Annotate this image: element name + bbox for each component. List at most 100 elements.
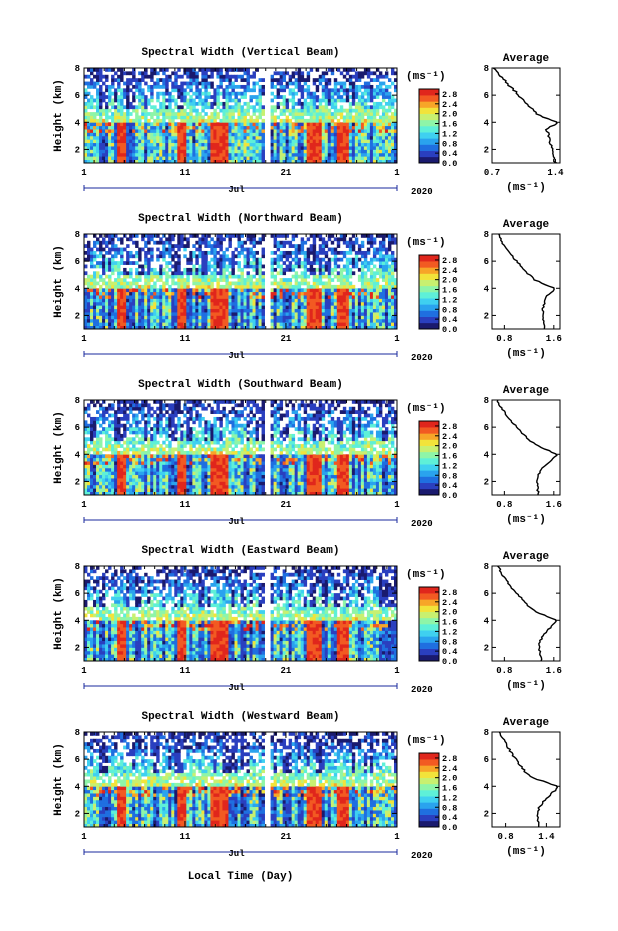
heatmap-cell xyxy=(285,115,290,120)
heatmap-cell xyxy=(312,250,317,255)
heatmap-cell xyxy=(249,125,253,130)
heatmap-cell xyxy=(156,108,160,113)
heatmap-cell xyxy=(114,291,118,296)
heatmap-cell xyxy=(354,240,359,245)
heatmap-cell xyxy=(93,234,97,238)
heatmap-cell xyxy=(114,95,118,99)
heatmap-cell xyxy=(168,325,172,330)
heatmap-cell xyxy=(354,152,359,157)
heatmap-cell xyxy=(159,267,163,272)
heatmap-cell xyxy=(354,257,359,262)
heatmap-cell xyxy=(126,237,130,242)
heatmap-cell xyxy=(237,234,241,238)
heatmap-cell xyxy=(381,142,386,147)
heatmap-cell xyxy=(375,112,380,116)
heatmap-cell xyxy=(240,142,244,147)
heatmap-cell xyxy=(189,318,193,323)
heatmap-cell xyxy=(177,234,181,238)
heatmap-cell xyxy=(303,108,308,113)
heatmap-cell xyxy=(126,322,130,326)
heatmap-cell xyxy=(105,95,109,99)
heatmap-cell xyxy=(135,112,139,116)
heatmap-cell xyxy=(327,159,332,164)
heatmap-cell xyxy=(180,125,184,130)
heatmap-cell xyxy=(201,71,205,76)
heatmap-cell xyxy=(114,105,118,110)
heatmap-cell xyxy=(144,264,148,269)
heatmap-cell xyxy=(165,247,169,252)
heatmap-cell xyxy=(180,281,184,286)
heatmap-cell xyxy=(240,250,244,255)
heatmap-cell xyxy=(165,125,169,130)
heatmap-cell xyxy=(363,274,368,279)
heatmap-cell xyxy=(324,318,329,323)
heatmap-cell xyxy=(345,318,350,323)
heatmap-cell xyxy=(93,81,97,86)
heatmap-cell xyxy=(255,129,259,133)
heatmap-cell xyxy=(246,135,250,140)
heatmap-cell xyxy=(348,101,353,106)
heatmap-cell xyxy=(147,284,151,289)
heatmap-cell xyxy=(159,295,163,299)
heatmap-cell xyxy=(333,295,338,299)
heatmap-cell xyxy=(168,139,172,144)
heatmap-cell xyxy=(117,68,121,72)
heatmap-cell xyxy=(327,261,332,265)
heatmap-cell xyxy=(150,301,154,306)
heatmap-cell xyxy=(192,322,196,326)
heatmap-cell xyxy=(219,234,223,238)
heatmap-cell xyxy=(204,68,208,72)
heatmap-cell xyxy=(147,247,151,252)
heatmap-cell xyxy=(246,250,250,255)
heatmap-cell xyxy=(195,284,199,289)
heatmap-cell xyxy=(291,322,296,326)
heatmap-cell xyxy=(324,146,329,150)
heatmap-cell xyxy=(168,274,172,279)
heatmap-cell xyxy=(294,244,299,248)
heatmap-cell xyxy=(309,122,314,127)
heatmap-cell xyxy=(102,301,106,306)
heatmap-cell xyxy=(201,325,205,330)
heatmap-cell xyxy=(201,108,205,113)
heatmap-cell xyxy=(288,281,293,286)
heatmap-cell xyxy=(285,71,290,76)
average-y-tick-label: 2 xyxy=(484,311,489,321)
heatmap-cell xyxy=(84,234,88,238)
heatmap-cell xyxy=(147,88,151,93)
heatmap-cell xyxy=(153,288,157,293)
heatmap-cell xyxy=(387,115,392,120)
heatmap-cell xyxy=(288,152,293,157)
heatmap-cell xyxy=(282,88,287,93)
heatmap-cell xyxy=(393,261,398,265)
heatmap-cell xyxy=(114,88,118,93)
heatmap-cell xyxy=(357,115,362,120)
heatmap-cell xyxy=(339,108,344,113)
heatmap-cell xyxy=(141,91,145,96)
heatmap-cell xyxy=(237,308,241,313)
heatmap-cell xyxy=(84,135,88,140)
heatmap-cell xyxy=(132,281,136,286)
heatmap-cell xyxy=(189,122,193,127)
heatmap-cell xyxy=(351,298,356,303)
heatmap-cell xyxy=(378,298,383,303)
heatmap-cell xyxy=(150,156,154,160)
heatmap-cell xyxy=(363,125,368,130)
heatmap-cell xyxy=(201,234,205,238)
heatmap-cell xyxy=(189,101,193,106)
heatmap-cell xyxy=(141,98,145,103)
heatmap-cell xyxy=(309,152,314,157)
heatmap-cell xyxy=(120,325,124,330)
heatmap-cell xyxy=(231,146,235,150)
heatmap-cell xyxy=(189,295,193,299)
heatmap-cell xyxy=(135,295,139,299)
heatmap-cell xyxy=(231,129,235,133)
heatmap-cell xyxy=(258,288,262,293)
heatmap-cell xyxy=(282,291,287,296)
heatmap-cell xyxy=(246,288,250,293)
heatmap-cell xyxy=(204,84,208,89)
heatmap-cell xyxy=(336,112,341,116)
heatmap-cell xyxy=(306,146,311,150)
heatmap-cell xyxy=(207,142,211,147)
heatmap-cell xyxy=(243,284,247,289)
heatmap-cell xyxy=(378,312,383,316)
